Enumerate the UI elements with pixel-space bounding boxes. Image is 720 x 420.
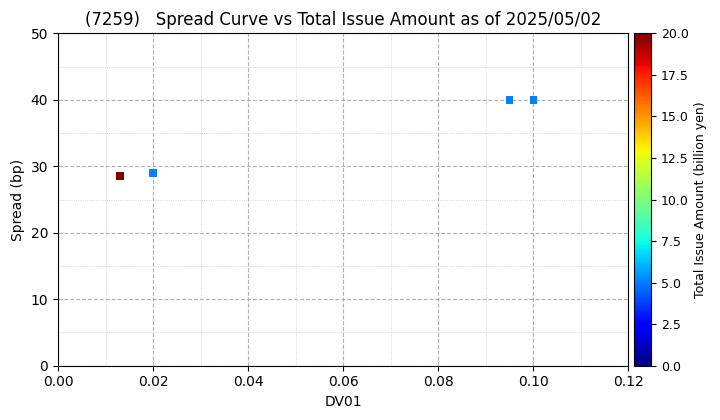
- Point: [148, 170, 159, 176]
- X-axis label: DV01: DV01: [325, 395, 362, 409]
- Point: [528, 97, 539, 103]
- Y-axis label: Total Issue Amount (billion yen): Total Issue Amount (billion yen): [694, 101, 707, 298]
- Y-axis label: Spread (bp): Spread (bp): [11, 158, 25, 241]
- Title: (7259)   Spread Curve vs Total Issue Amount as of 2025/05/02: (7259) Spread Curve vs Total Issue Amoun…: [85, 11, 601, 29]
- Point: [504, 97, 516, 103]
- Point: [114, 173, 125, 180]
